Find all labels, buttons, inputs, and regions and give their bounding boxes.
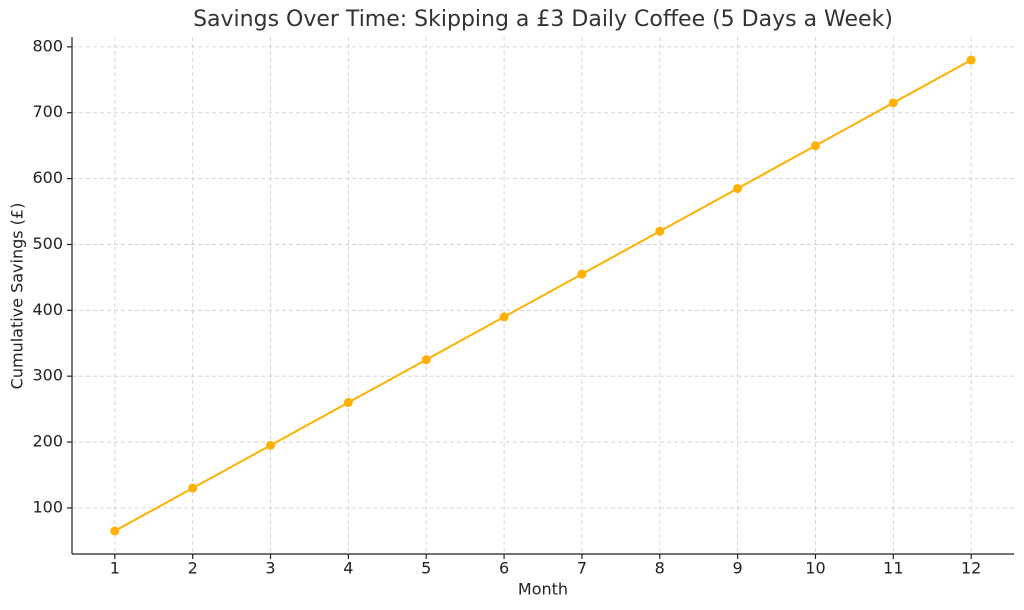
marker: [110, 526, 120, 536]
y-axis-label: Cumulative Savings (£): [8, 203, 27, 390]
y-tick-label: 500: [32, 234, 63, 253]
y-tick-label: 400: [32, 300, 63, 319]
marker: [188, 483, 198, 493]
y-tick-label: 600: [32, 168, 63, 187]
marker: [966, 55, 976, 65]
line: [114, 59, 972, 532]
x-tick-label: 9: [733, 559, 743, 578]
y-tick-label: 800: [32, 36, 63, 55]
marker: [343, 398, 353, 408]
marker: [733, 183, 743, 193]
x-tick-label: 12: [961, 559, 981, 578]
marker: [421, 355, 431, 365]
y-tick-label: 700: [32, 102, 63, 121]
marker: [810, 141, 820, 151]
y-tick-label: 300: [32, 366, 63, 385]
x-tick-label: 3: [265, 559, 275, 578]
y-tick-label: 100: [32, 497, 63, 516]
x-tick-label: 11: [883, 559, 903, 578]
x-tick-label: 10: [805, 559, 825, 578]
x-tick-label: 5: [421, 559, 431, 578]
y-tick-label: 200: [32, 432, 63, 451]
x-tick-label: 1: [110, 559, 120, 578]
marker: [577, 269, 587, 279]
x-tick-label: 2: [188, 559, 198, 578]
x-tick-label: 4: [343, 559, 353, 578]
marker: [888, 98, 898, 108]
marker: [655, 226, 665, 236]
x-tick-label: 6: [499, 559, 509, 578]
x-tick-label: 7: [577, 559, 587, 578]
chart-title: Savings Over Time: Skipping a £3 Daily C…: [193, 7, 893, 32]
x-tick-label: 8: [655, 559, 665, 578]
x-axis-label: Month: [518, 580, 568, 599]
marker: [266, 440, 276, 450]
marker: [499, 312, 509, 322]
